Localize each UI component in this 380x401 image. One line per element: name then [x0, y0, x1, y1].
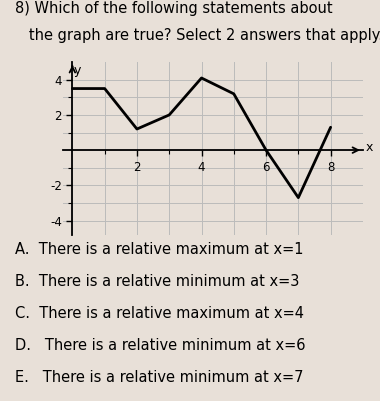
Text: B.  There is a relative minimum at x=3: B. There is a relative minimum at x=3	[15, 273, 299, 289]
Text: x: x	[366, 141, 374, 154]
Text: A.  There is a relative maximum at x=1: A. There is a relative maximum at x=1	[15, 241, 304, 257]
Text: the graph are true? Select 2 answers that apply.: the graph are true? Select 2 answers tha…	[15, 28, 380, 43]
Text: C.  There is a relative maximum at x=4: C. There is a relative maximum at x=4	[15, 306, 304, 321]
Text: 8) Which of the following statements about: 8) Which of the following statements abo…	[15, 1, 333, 16]
Text: y: y	[74, 64, 81, 77]
Text: E.   There is a relative minimum at x=7: E. There is a relative minimum at x=7	[15, 370, 304, 385]
Text: D.   There is a relative minimum at x=6: D. There is a relative minimum at x=6	[15, 338, 306, 353]
